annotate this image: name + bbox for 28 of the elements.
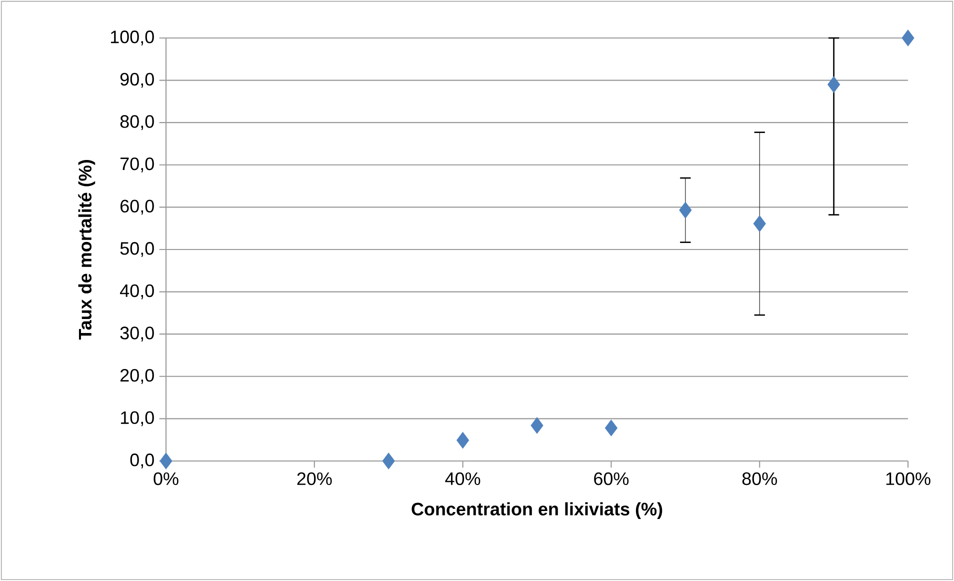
y-tick-label: 100,0	[110, 30, 154, 46]
y-tick-label: 20,0	[120, 368, 154, 384]
point	[160, 452, 172, 470]
y-tick-label: 80,0	[120, 115, 154, 130]
y-tick-label: 40,0	[120, 284, 154, 300]
y-tick-label: 50,0	[120, 242, 154, 257]
x-tick-label: 100%	[886, 472, 930, 486]
y-axis-title: Taux de mortalité (%)	[78, 160, 96, 340]
point	[604, 420, 618, 436]
point	[679, 202, 692, 218]
point	[530, 417, 544, 434]
x-tick-label: 0%	[154, 472, 178, 486]
x-tick-label: 80%	[742, 472, 777, 486]
point	[382, 452, 395, 470]
x-tick-label: 60%	[594, 472, 629, 486]
x-tick-label: 40%	[445, 472, 480, 486]
y-tick-label: 10,0	[120, 411, 154, 426]
y-tick-label: 70,0	[120, 157, 154, 172]
point	[753, 215, 766, 232]
x-axis-title: Concentration en lixiviats (%)	[412, 502, 662, 520]
point	[828, 76, 840, 93]
y-tick-label: 0,0	[130, 454, 154, 468]
y-tick-label: 60,0	[120, 200, 154, 215]
y-tick-label: 30,0	[120, 326, 154, 342]
point	[902, 30, 914, 46]
x-tick-label: 20%	[297, 472, 332, 486]
y-tick-label: 90,0	[120, 72, 154, 88]
point	[456, 432, 470, 449]
